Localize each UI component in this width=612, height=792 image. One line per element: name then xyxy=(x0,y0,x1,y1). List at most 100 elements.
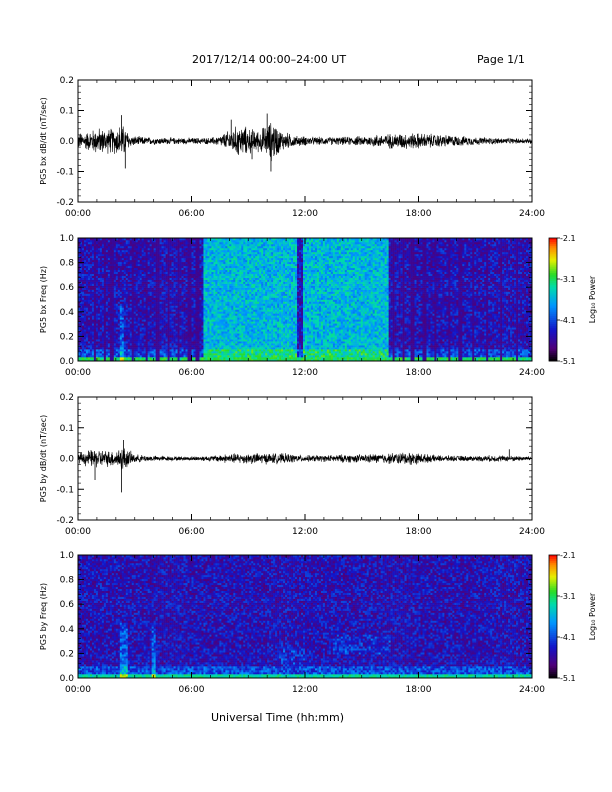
spectrogram-cell xyxy=(122,246,124,248)
spectrogram-cell xyxy=(116,321,118,323)
spectrogram-cell xyxy=(112,341,114,343)
spectrogram-cell xyxy=(88,280,90,282)
spectrogram-cell xyxy=(82,244,84,246)
spectrogram-cell xyxy=(88,292,90,294)
spectrogram-cell xyxy=(84,244,86,246)
spectrogram-cell xyxy=(86,329,88,331)
spectrogram-cell xyxy=(104,278,106,280)
spectrogram-cell xyxy=(106,311,108,313)
spectrogram-cell xyxy=(118,252,120,254)
spectrogram-cell xyxy=(98,258,100,260)
spectrogram-cell xyxy=(116,329,118,331)
spectrogram-cell xyxy=(80,272,82,274)
spectrogram-cell xyxy=(102,262,104,264)
spectrogram-cell xyxy=(96,286,98,288)
spectrogram-cell xyxy=(94,298,96,300)
spectrogram-cell xyxy=(88,305,90,307)
spectrogram-cell xyxy=(98,246,100,248)
spectrogram-cell xyxy=(82,313,84,315)
spectrogram-cell xyxy=(104,333,106,335)
spectrogram-cell xyxy=(110,288,112,290)
spectrogram-cell xyxy=(120,260,122,262)
spectrogram-cell xyxy=(114,327,116,329)
spectrogram-cell xyxy=(118,333,120,335)
spectrogram-cell xyxy=(104,262,106,264)
spectrogram-cell xyxy=(96,313,98,315)
spectrogram-cell xyxy=(92,311,94,313)
spectrogram-cell xyxy=(104,351,106,353)
spectrogram-cell xyxy=(120,250,122,252)
spectrogram-cell xyxy=(104,305,106,307)
spectrogram-cell xyxy=(84,284,86,286)
spectrogram-cell xyxy=(122,268,124,270)
spectrogram-cell xyxy=(108,327,110,329)
spectrogram-cell xyxy=(120,345,122,347)
spectrogram-cell xyxy=(96,307,98,309)
spectrogram-cell xyxy=(108,351,110,353)
spectrogram-cell xyxy=(88,301,90,303)
spectrogram-cell xyxy=(114,268,116,270)
spectrogram-cell xyxy=(92,264,94,266)
spectrogram-cell xyxy=(104,296,106,298)
spectrogram-cell xyxy=(84,301,86,303)
spectrogram-cell xyxy=(114,290,116,292)
spectrogram-cell xyxy=(120,317,122,319)
spectrogram-cell xyxy=(112,301,114,303)
spectrogram-cell xyxy=(86,294,88,296)
spectrogram-cell xyxy=(116,242,118,244)
spectrogram-cell xyxy=(102,327,104,329)
spectrogram-cell xyxy=(90,250,92,252)
spectrogram-cell xyxy=(102,264,104,266)
spectrogram-cell xyxy=(102,292,104,294)
spectrogram-cell xyxy=(100,276,102,278)
spectrogram-cell xyxy=(114,264,116,266)
spectrogram-cell xyxy=(122,309,124,311)
spectrogram-cell xyxy=(84,288,86,290)
spectrogram-cell xyxy=(100,278,102,280)
spectrogram-cell xyxy=(104,329,106,331)
spectrogram-cell xyxy=(100,264,102,266)
spectrogram-cell xyxy=(96,300,98,302)
spectrogram-cell xyxy=(84,333,86,335)
spectrogram-cell xyxy=(110,309,112,311)
spectrogram-cell xyxy=(120,264,122,266)
spectrogram-cell xyxy=(88,284,90,286)
spectrogram-cell xyxy=(90,300,92,302)
spectrogram-cell xyxy=(90,240,92,242)
spectrogram-cell xyxy=(110,248,112,250)
spectrogram-cell xyxy=(88,258,90,260)
spectrogram-cell xyxy=(98,276,100,278)
spectrogram-cell xyxy=(84,321,86,323)
spectrogram-cell xyxy=(100,298,102,300)
spectrogram-cell xyxy=(88,341,90,343)
spectrogram-cell xyxy=(108,305,110,307)
spectrogram-cell xyxy=(106,294,108,296)
spectrogram-cell xyxy=(96,288,98,290)
spectrogram-cell xyxy=(118,321,120,323)
spectrogram-cell xyxy=(100,327,102,329)
spectrogram-cell xyxy=(114,276,116,278)
spectrogram-cell xyxy=(116,341,118,343)
spectrogram-cell xyxy=(118,242,120,244)
spectrogram-cell xyxy=(116,313,118,315)
spectrogram-cell xyxy=(100,300,102,302)
spectrogram-cell xyxy=(122,349,124,351)
spectrogram-cell xyxy=(106,305,108,307)
spectrogram-cell xyxy=(104,355,106,357)
spectrogram-cell xyxy=(106,315,108,317)
spectrogram-cell xyxy=(116,353,118,355)
spectrogram-cell xyxy=(108,309,110,311)
spectrogram-cell xyxy=(116,274,118,276)
spectrogram-cell xyxy=(122,256,124,258)
spectrogram-cell xyxy=(114,319,116,321)
spectrogram-cell xyxy=(92,337,94,339)
spectrogram-cell xyxy=(124,242,126,244)
spectrogram-cell xyxy=(104,280,106,282)
spectrogram-cell xyxy=(104,357,106,359)
spectrogram-cell xyxy=(116,339,118,341)
spectrogram-cell xyxy=(106,321,108,323)
spectrogram-cell xyxy=(82,254,84,256)
spectrogram-cell xyxy=(112,280,114,282)
spectrogram-cell xyxy=(94,335,96,337)
spectrogram-cell xyxy=(86,256,88,258)
